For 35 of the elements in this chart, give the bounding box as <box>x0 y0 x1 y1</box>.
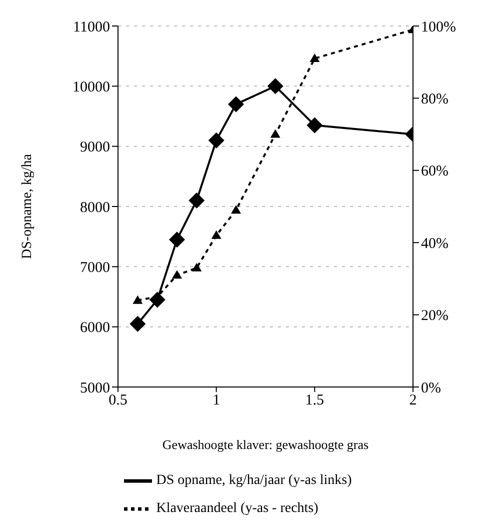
x-tick-label: 1.5 <box>305 392 324 409</box>
point <box>132 295 143 304</box>
point <box>130 316 146 332</box>
y2-tick-label: 20% <box>421 308 448 324</box>
point <box>208 132 224 148</box>
y2-tick-label: 40% <box>421 236 448 252</box>
x-tick-label: 2 <box>409 392 417 409</box>
y-tick-label: 7000 <box>80 260 110 276</box>
x-tick-label: 1 <box>212 392 220 409</box>
y-tick-label: 6000 <box>80 320 110 336</box>
point <box>310 53 320 62</box>
y-tick-label: 5000 <box>80 380 110 396</box>
y2-tick-label: 60% <box>421 164 448 180</box>
legend-label: Klaveraandeel (y-as - rechts) <box>156 501 318 516</box>
y-tick-label: 9000 <box>80 140 110 156</box>
point <box>192 262 202 272</box>
point <box>188 192 205 208</box>
x-axis-title: Gewashoogte klaver: gewashoogte gras <box>162 437 369 452</box>
point <box>270 129 280 138</box>
legend-label: DS opname, kg/ha/jaar (y-as links) <box>156 473 352 488</box>
y-tick-label: 8000 <box>80 200 110 216</box>
y-tick-label: 11000 <box>73 19 110 36</box>
point <box>172 270 182 279</box>
y-tick-label: 10000 <box>72 79 110 96</box>
point <box>231 205 241 214</box>
y2-tick-label: 0% <box>421 380 441 396</box>
point <box>169 232 185 248</box>
point <box>267 78 284 94</box>
y2-tick-label: 100% <box>421 19 456 36</box>
x-tick-label: 0.5 <box>108 392 128 409</box>
y-axis-title: DS-opname, kg/ha <box>20 153 35 259</box>
point <box>211 230 222 239</box>
y2-tick-label: 80% <box>421 92 448 108</box>
point <box>306 117 323 134</box>
point <box>228 96 244 112</box>
